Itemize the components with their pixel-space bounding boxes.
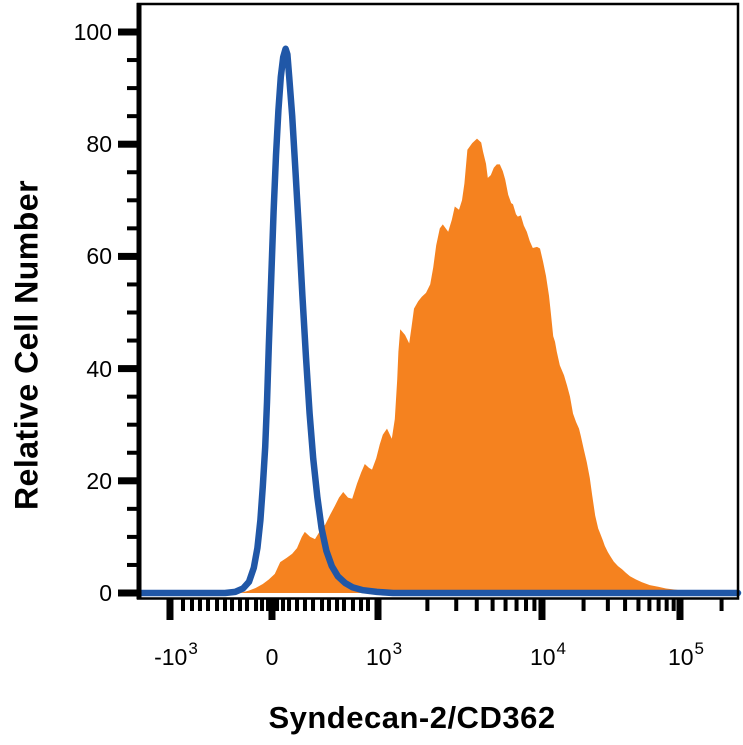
x-minor-tick (359, 599, 364, 611)
x-minor-tick (181, 599, 185, 611)
x-minor-tick (664, 599, 669, 611)
x-minor-tick (238, 599, 242, 611)
x-minor-tick (581, 599, 586, 611)
x-tick-label-10e3: 103 (365, 639, 402, 673)
x-minor-tick (636, 599, 641, 611)
y-minor-tick (127, 226, 138, 231)
x-minor-tick (514, 599, 519, 611)
x-minor-tick (320, 599, 325, 611)
y-minor-tick (127, 282, 138, 287)
x-tick-label-base: 10 (529, 644, 556, 670)
x-tick-label-0: 0 (266, 644, 279, 670)
y-minor-tick (127, 338, 138, 343)
y-major-tick (118, 589, 138, 597)
x-minor-tick (605, 599, 610, 611)
y-tick-label-40: 40 (86, 355, 112, 382)
x-minor-tick (532, 599, 537, 611)
x-minor-tick (275, 599, 280, 611)
x-minor-tick (197, 599, 202, 611)
y-minor-tick (127, 394, 138, 399)
x-major-tick (374, 599, 382, 620)
filled-histogram-curve (240, 138, 738, 593)
y-tick-label-0: 0 (99, 580, 112, 606)
y-minor-tick (127, 58, 138, 63)
y-minor-tick (127, 450, 138, 455)
x-tick-label-10e5: 105 (667, 639, 704, 673)
y-major-tick (118, 140, 138, 148)
x-minor-tick (266, 599, 271, 611)
x-minor-tick (474, 599, 479, 611)
y-minor-tick (127, 422, 138, 427)
x-minor-tick (223, 599, 227, 611)
x-minor-tick (287, 599, 292, 611)
x-minor-tick (245, 599, 250, 611)
x-minor-tick (230, 599, 235, 611)
x-minor-tick (656, 599, 661, 611)
y-major-tick (118, 365, 138, 373)
x-minor-tick (719, 599, 724, 611)
x-tick-label--10e3: -103 (154, 639, 198, 673)
x-minor-tick (281, 599, 286, 611)
y-minor-tick (127, 86, 138, 91)
x-minor-tick (311, 599, 316, 611)
x-tick-label-exponent: 4 (556, 639, 566, 658)
x-minor-tick (490, 599, 495, 611)
x-tick-label-10e4: 104 (529, 639, 566, 673)
y-major-tick (118, 477, 138, 485)
y-minor-tick (127, 170, 138, 175)
y-minor-tick (127, 506, 138, 511)
x-minor-tick (671, 599, 676, 611)
y-minor-tick (127, 562, 138, 567)
x-minor-tick (215, 599, 220, 611)
x-minor-tick (647, 599, 652, 611)
x-minor-tick (503, 599, 508, 611)
x-tick-label-base: 0 (265, 644, 279, 670)
x-tick-label-exponent: 5 (694, 639, 704, 658)
x-major-tick (268, 599, 276, 620)
x-minor-tick (341, 599, 346, 611)
y-tick-label-80: 80 (86, 131, 112, 158)
x-minor-tick (206, 599, 211, 611)
y-major-tick (118, 28, 138, 36)
x-tick-label-exponent: 3 (392, 639, 403, 658)
x-tick-label-base: 10 (365, 644, 392, 670)
x-minor-tick (326, 599, 331, 611)
x-major-tick (166, 599, 174, 620)
x-minor-tick (350, 599, 355, 611)
x-minor-tick (335, 599, 340, 611)
x-minor-tick (260, 599, 265, 611)
x-minor-tick (524, 599, 529, 611)
x-minor-tick (302, 599, 307, 611)
open-histogram-curve (134, 45, 742, 597)
x-minor-tick (295, 599, 299, 611)
y-minor-tick (127, 310, 138, 315)
x-minor-tick (425, 599, 430, 611)
x-minor-tick (365, 599, 370, 611)
x-tick-label-exponent: 3 (188, 639, 198, 658)
y-major-tick (118, 252, 138, 260)
y-axis-title: Relative Cell Number (8, 179, 45, 511)
y-tick-label-20: 20 (86, 467, 112, 494)
y-tick-label-60: 60 (86, 243, 112, 270)
x-tick-label-base: 10 (667, 644, 694, 670)
x-axis-title: Syndecan-2/CD362 (268, 700, 556, 735)
y-minor-tick (127, 114, 138, 119)
x-minor-tick (454, 599, 459, 611)
x-major-tick (676, 599, 684, 620)
x-tick-label-base: -10 (154, 644, 188, 670)
x-major-tick (538, 599, 546, 620)
y-minor-tick (127, 198, 138, 203)
x-minor-tick (254, 599, 259, 611)
x-minor-tick (190, 599, 194, 611)
x-minor-tick (623, 599, 628, 611)
y-minor-tick (127, 534, 138, 539)
y-tick-label-100: 100 (73, 19, 112, 45)
